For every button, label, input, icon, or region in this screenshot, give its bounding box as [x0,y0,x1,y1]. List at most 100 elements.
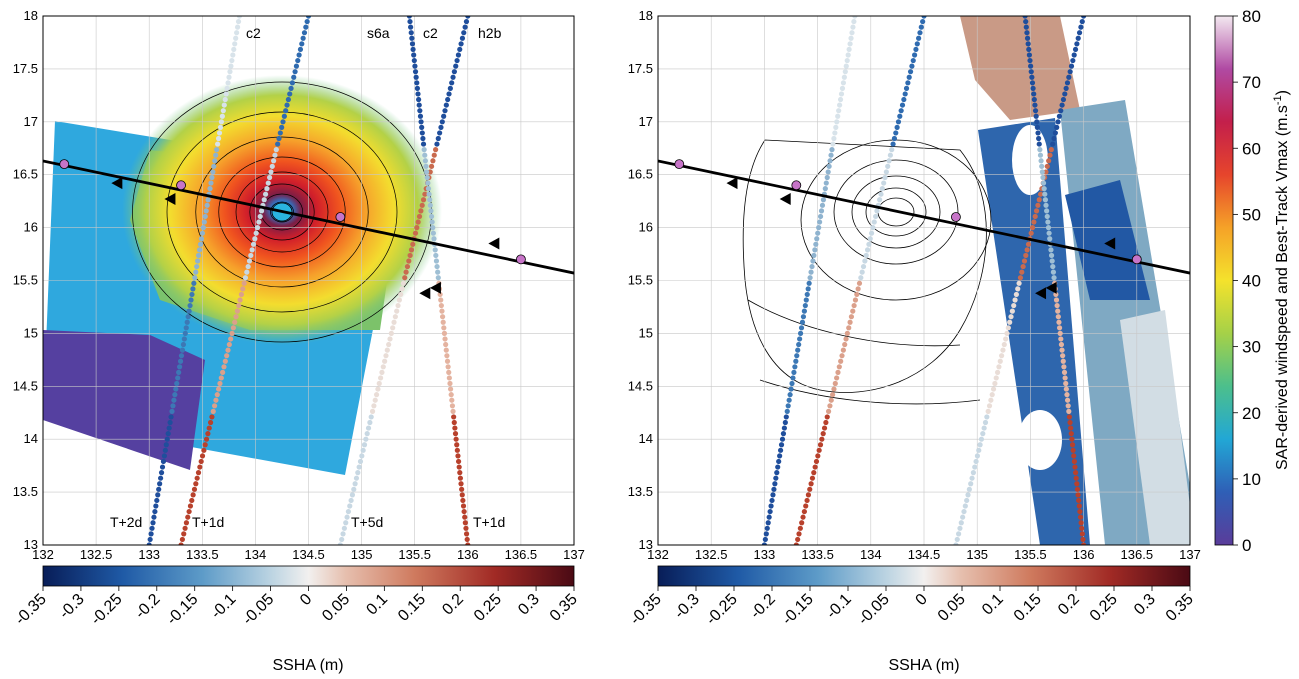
altimeter-point [1049,258,1055,264]
altimeter-point [1053,291,1059,298]
altimeter-point [793,358,799,364]
altimeter-point [215,135,222,142]
altimeter-point [222,96,228,103]
altimeter-point [192,275,198,281]
altimeter-point [816,447,822,453]
altimeter-point [228,63,234,69]
altimeter-point [1017,275,1024,281]
altimeter-point [1003,336,1009,342]
altimeter-point [213,397,219,403]
altimeter-point [368,414,374,420]
x-tick-label: 135 [966,547,988,562]
altimeter-point [180,341,187,348]
y-tick-label: 15 [24,325,38,340]
altimeter-point [443,102,449,108]
altimeter-point [823,180,829,186]
altimeter-point [461,30,467,36]
altimeter-point [376,380,382,387]
altimeter-point [1054,302,1060,309]
altimeter-point [1079,18,1085,25]
altimeter-point [269,163,275,169]
altimeter-point [449,397,455,403]
altimeter-point [382,358,388,364]
altimeter-point [391,319,397,325]
altimeter-point [858,275,864,281]
altimeter-point [796,341,802,348]
altimeter-point [803,503,809,509]
altimeter-point [832,130,838,136]
altimeter-point [902,91,908,97]
altimeter-point [1063,386,1069,392]
altimeter-point [1062,375,1068,381]
altimeter-point [207,186,213,192]
colorbar-tick-label: 0.2 [439,591,467,619]
x-tick-label: 133.5 [186,547,219,562]
altimeter-point [763,531,769,537]
altimeter-point [770,492,776,498]
altimeter-point [465,16,471,19]
altimeter-point [408,247,415,253]
altimeter-point [229,57,235,64]
altimeter-point [424,174,430,181]
altimeter-point [777,447,784,453]
altimeter-point [811,252,817,259]
altimeter-point [1031,91,1037,97]
satellite-pass-triangle [164,193,176,206]
contour-ring [249,183,315,241]
altimeter-point [178,542,184,545]
altimeter-point [184,319,190,325]
x-tick-label: 136.5 [1121,547,1154,562]
altimeter-point [444,353,450,359]
altimeter-point [1079,531,1085,537]
colorbar-tick-label: -0.25 [703,591,741,629]
altimeter-point [281,113,287,119]
altimeter-point [810,258,816,264]
altimeter-point [284,102,290,108]
altimeter-point [190,286,196,292]
altimeter-point [201,447,207,453]
altimeter-point [1080,536,1086,543]
altimeter-point [416,102,422,108]
altimeter-point [773,475,779,481]
altimeter-point [233,35,239,41]
altimeter-point [202,213,208,220]
altimeter-point [428,163,435,169]
altimeter-point [175,375,181,381]
best-track-marker [335,212,346,222]
altimeter-point [442,336,448,342]
colorbar-tick-label: 0.15 [395,591,429,625]
altimeter-point [205,431,211,437]
altimeter-point [409,35,415,41]
altimeter-point [909,63,915,69]
altimeter-point [340,531,346,537]
altimeter-point [408,24,414,30]
altimeter-point [785,403,791,409]
altimeter-point [992,380,998,387]
altimeter-point [427,169,433,175]
wind-colorbar-tick-label: 60 [1242,139,1261,158]
altimeter-point [989,392,995,398]
altimeter-point [799,319,806,325]
altimeter-point [767,508,773,515]
altimeter-point [856,280,863,286]
altimeter-point [437,291,443,298]
altimeter-point [409,41,416,47]
altimeter-point [420,135,426,142]
altimeter-point [842,69,848,75]
colorbar-tick-label: 0 [913,591,931,609]
altimeter-point [299,41,305,47]
altimeter-point [177,358,184,364]
altimeter-point [153,503,159,509]
altimeter-point [832,380,838,387]
colorbar-tick-label: -0.15 [164,591,202,629]
altimeter-point [964,497,970,504]
altimeter-point [957,525,963,531]
x-tick-label: 136.5 [505,547,538,562]
x-tick-label: 132.5 [80,547,113,562]
altimeter-point [1029,74,1035,80]
altimeter-point [1076,497,1082,504]
altimeter-point [1064,397,1071,403]
altimeter-point [849,30,855,36]
altimeter-point [843,63,849,69]
altimeter-point [834,119,840,125]
